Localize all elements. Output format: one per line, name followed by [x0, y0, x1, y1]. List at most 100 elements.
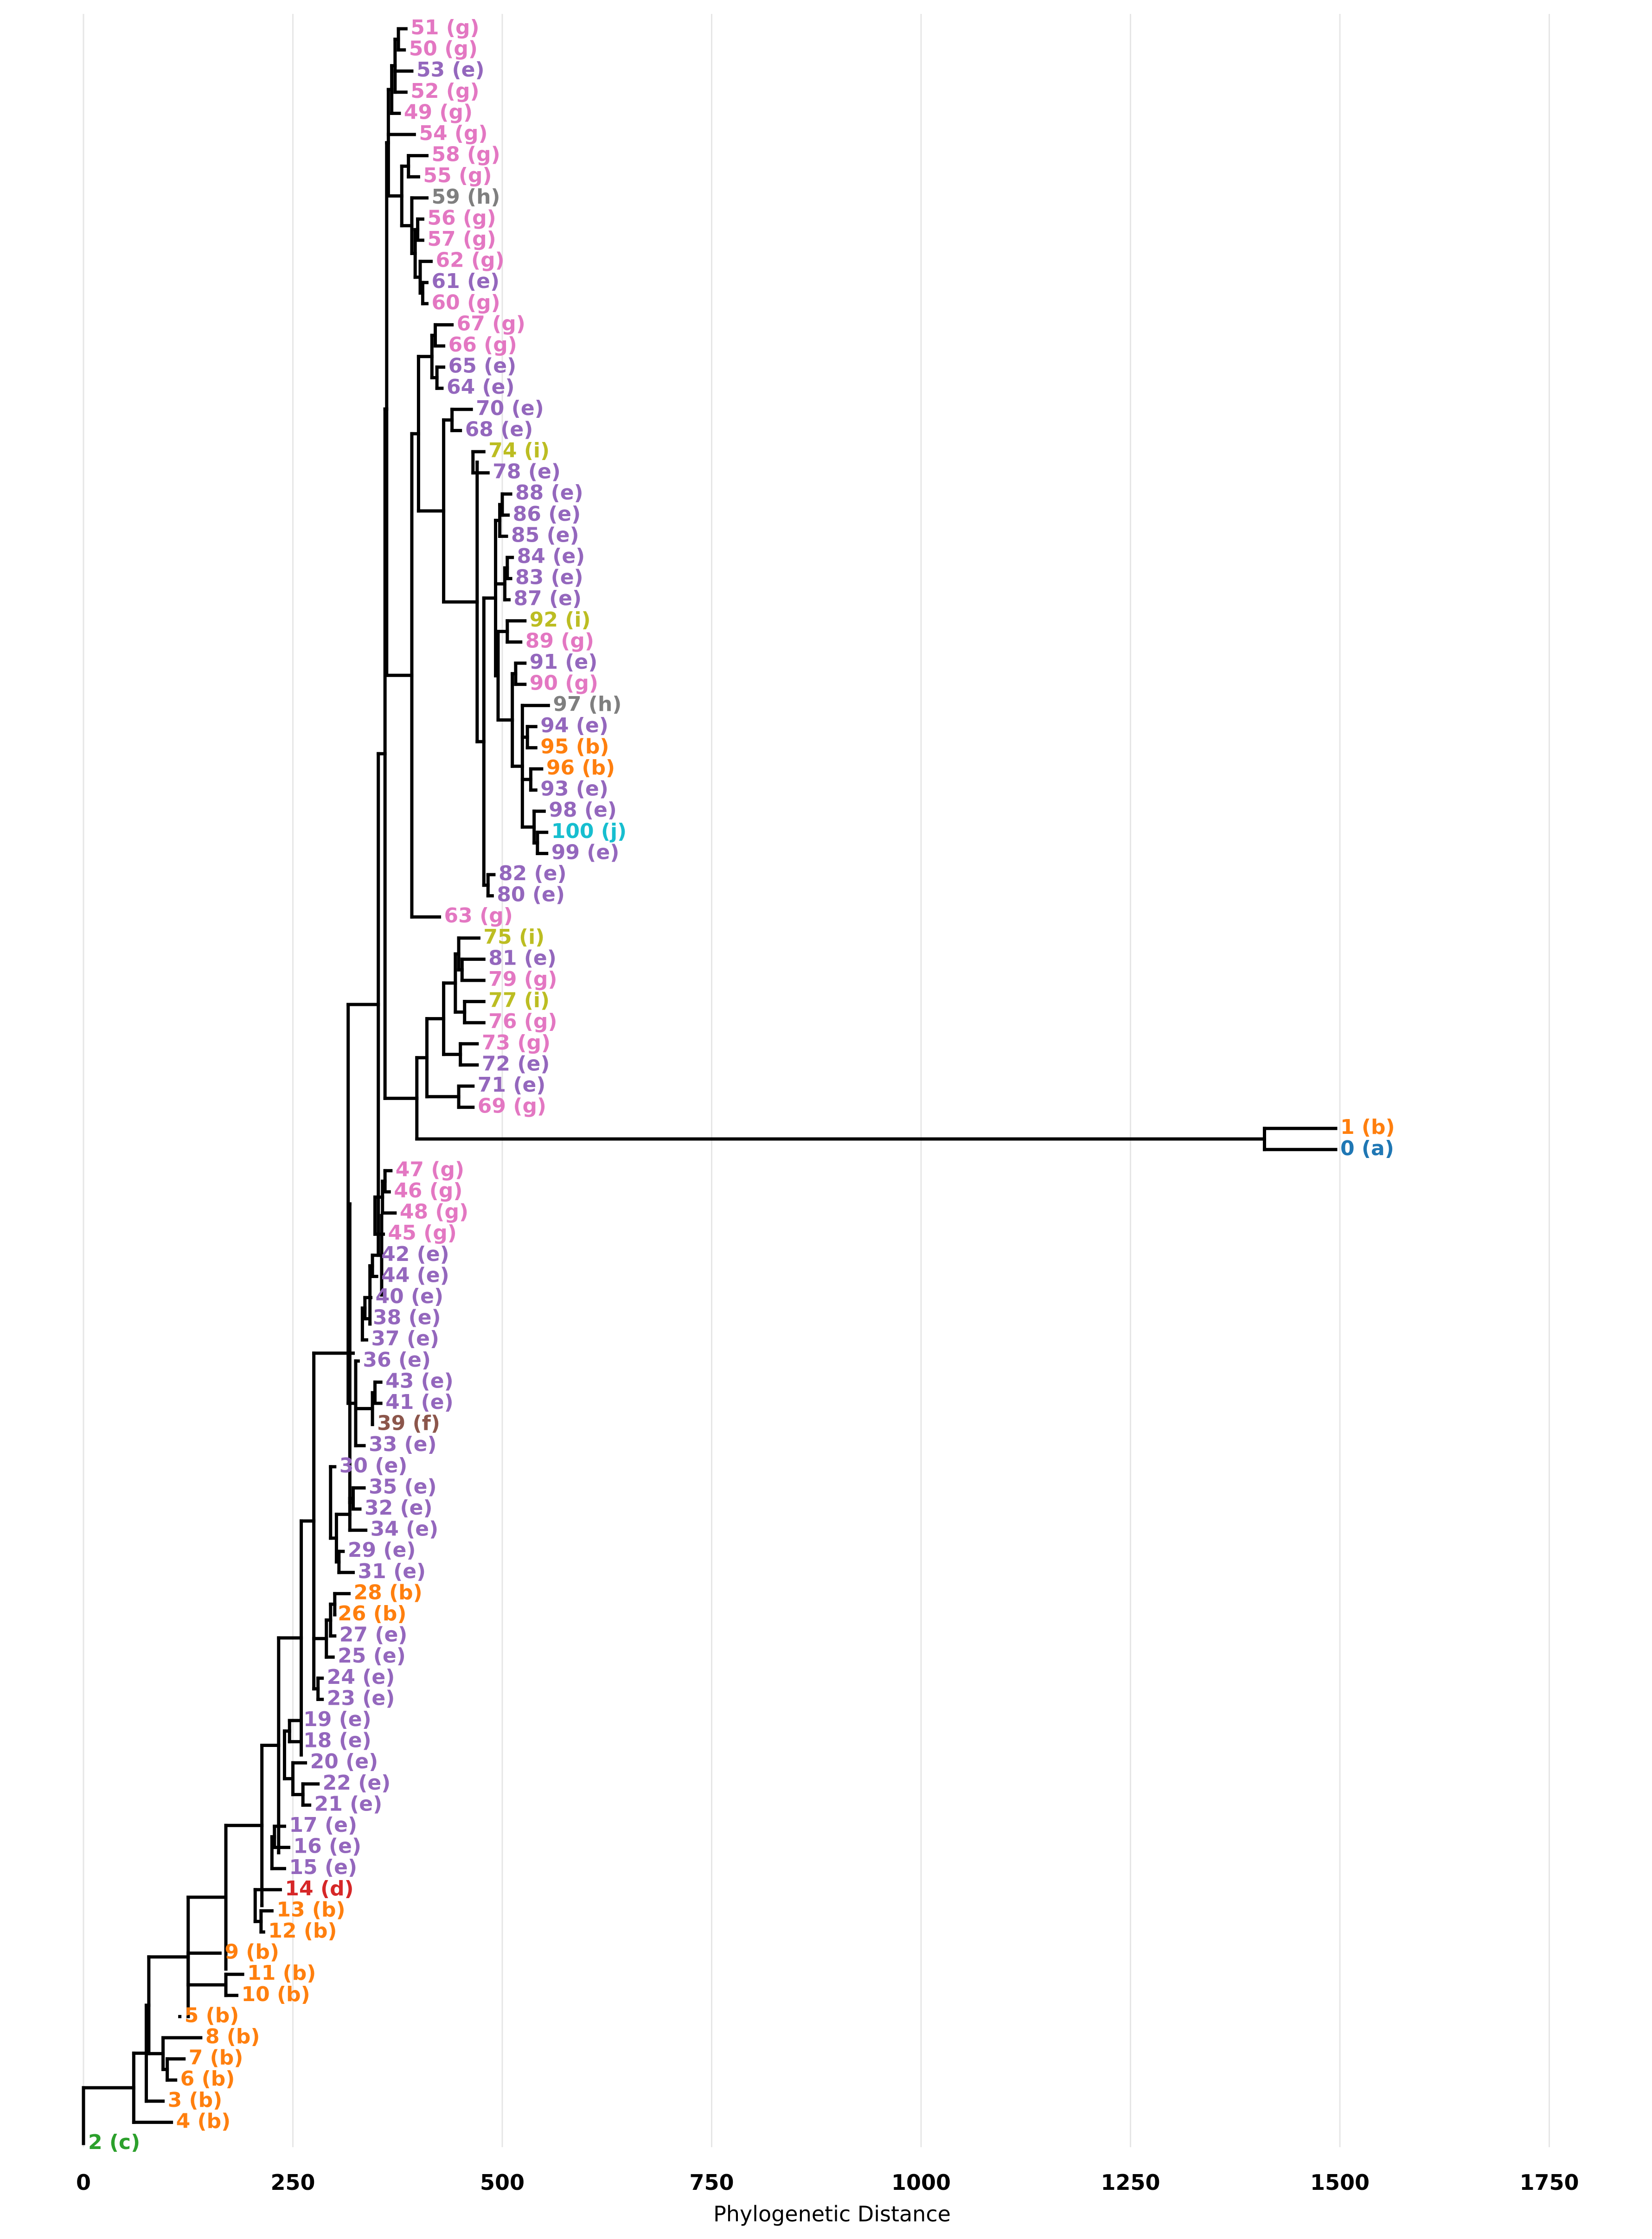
leaf-label: 65 (e): [448, 354, 517, 378]
leaf-label: 39 (f): [377, 1412, 440, 1435]
leaf-label: 22 (e): [323, 1771, 391, 1795]
leaf-label: 54 (g): [419, 122, 487, 145]
leaf-label: 30 (e): [339, 1454, 408, 1478]
x-axis-ticks: 0 250 500 750 1000 1250 1500 1750: [76, 2170, 1579, 2195]
leaf-label: 48 (g): [400, 1200, 468, 1224]
leaf-label: 0 (a): [1340, 1137, 1394, 1160]
leaf-label: 59 (h): [431, 185, 500, 209]
leaf-label: 61 (e): [431, 269, 499, 293]
leaf-label: 72 (e): [482, 1052, 550, 1075]
leaf-label: 74 (i): [488, 439, 550, 462]
leaf-label: 86 (e): [513, 502, 581, 526]
leaf-label: 34 (e): [371, 1517, 439, 1541]
leaf-label: 81 (e): [488, 946, 557, 970]
leaf-label: 47 (g): [396, 1158, 464, 1181]
leaf-label: 41 (e): [385, 1390, 454, 1414]
leaf-label: 96 (b): [546, 756, 615, 780]
leaf-label: 31 (e): [358, 1560, 426, 1583]
leaf-label: 28 (b): [354, 1580, 423, 1604]
leaf-label: 8 (b): [205, 2025, 260, 2048]
leaf-label: 88 (e): [515, 481, 583, 505]
leaf-label: 97 (h): [553, 692, 621, 716]
leaf-label: 77 (i): [488, 989, 550, 1012]
leaf-label: 49 (g): [404, 100, 473, 124]
leaf-label: 100 (j): [551, 819, 627, 843]
leaf-label: 20 (e): [310, 1750, 378, 1773]
leaf-label: 11 (b): [247, 1961, 316, 1985]
leaf-label: 57 (g): [427, 227, 496, 251]
leaf-label: 90 (g): [530, 672, 598, 695]
leaf-label: 53 (e): [416, 58, 485, 82]
leaf-label: 27 (e): [339, 1623, 408, 1647]
leaf-label: 92 (i): [530, 608, 591, 632]
leaf-label: 29 (e): [348, 1538, 416, 1562]
x-tick-label: 500: [480, 2170, 525, 2195]
leaf-label: 33 (e): [369, 1433, 437, 1456]
leaf-label: 46 (g): [394, 1179, 462, 1203]
leaf-label: 45 (g): [388, 1221, 457, 1245]
leaf-label: 42 (e): [381, 1242, 449, 1266]
leaf-label: 58 (g): [431, 143, 500, 166]
x-tick-label: 1250: [1101, 2170, 1160, 2195]
leaf-label: 50 (g): [409, 37, 478, 61]
tree-branches: [82, 27, 1338, 2145]
x-tick-label: 0: [76, 2170, 91, 2195]
leaf-label: 64 (e): [447, 375, 515, 399]
leaf-label: 7 (b): [189, 2046, 243, 2070]
leaf-label: 70 (e): [476, 397, 544, 420]
leaf-label: 91 (e): [530, 650, 598, 674]
leaf-label: 13 (b): [276, 1898, 345, 1921]
leaf-label: 67 (g): [457, 312, 525, 335]
x-tick-label: 250: [270, 2170, 315, 2195]
leaf-label: 69 (g): [478, 1094, 546, 1118]
leaf-label: 94 (e): [540, 714, 608, 737]
leaf-label: 16 (e): [293, 1835, 361, 1858]
leaf-label: 6 (b): [180, 2067, 235, 2091]
x-tick-label: 750: [689, 2170, 734, 2195]
leaf-label: 2 (c): [88, 2130, 140, 2154]
leaf-label: 51 (g): [410, 16, 479, 39]
leaf-label: 10 (b): [241, 1983, 310, 2006]
leaf-label: 73 (g): [482, 1031, 551, 1055]
leaf-label: 24 (e): [327, 1665, 395, 1689]
leaf-label: 4 (b): [176, 2109, 231, 2133]
leaf-label: 71 (e): [478, 1073, 546, 1097]
leaf-label: 35 (e): [369, 1475, 437, 1498]
leaf-label: 85 (e): [511, 523, 579, 547]
leaf-label: 19 (e): [303, 1708, 371, 1731]
leaf-label: 79 (g): [488, 967, 557, 991]
leaf-label: 15 (e): [289, 1855, 357, 1879]
leaf-label: 52 (g): [410, 79, 479, 103]
leaf-label: 56 (g): [427, 206, 496, 230]
leaf-label: 18 (e): [303, 1729, 371, 1753]
leaf-label: 87 (e): [513, 587, 582, 610]
leaf-label: 80 (e): [497, 883, 565, 907]
leaf-label: 66 (g): [448, 333, 517, 357]
leaf-label: 95 (b): [540, 735, 609, 758]
leaf-label: 98 (e): [549, 798, 617, 822]
leaf-label: 32 (e): [365, 1496, 433, 1520]
x-tick-label: 1000: [891, 2170, 951, 2195]
leaf-label: 76 (g): [488, 1010, 557, 1033]
leaf-label: 26 (b): [338, 1602, 406, 1625]
leaf-label: 36 (e): [363, 1348, 431, 1372]
leaf-label: 23 (e): [327, 1686, 395, 1710]
leaf-label: 62 (g): [435, 249, 504, 272]
leaf-label: 44 (e): [381, 1263, 449, 1287]
leaf-label: 78 (e): [493, 460, 561, 484]
leaf-label: 21 (e): [314, 1792, 383, 1816]
leaf-label: 14 (d): [285, 1877, 353, 1900]
leaf-label: 93 (e): [540, 777, 608, 801]
x-tick-label: 1500: [1310, 2170, 1370, 2195]
leaf-label: 68 (e): [465, 417, 533, 441]
leaf-label: 99 (e): [551, 840, 620, 864]
leaf-label: 89 (g): [525, 629, 594, 653]
leaf-label: 83 (e): [515, 566, 583, 589]
leaf-label: 9 (b): [224, 1940, 279, 1964]
leaf-label: 40 (e): [375, 1285, 443, 1308]
leaf-label: 25 (e): [338, 1644, 406, 1668]
x-tick-label: 1750: [1519, 2170, 1579, 2195]
leaf-label: 82 (e): [499, 862, 567, 885]
leaf-label: 63 (g): [444, 904, 513, 928]
leaf-label: 17 (e): [289, 1813, 357, 1837]
